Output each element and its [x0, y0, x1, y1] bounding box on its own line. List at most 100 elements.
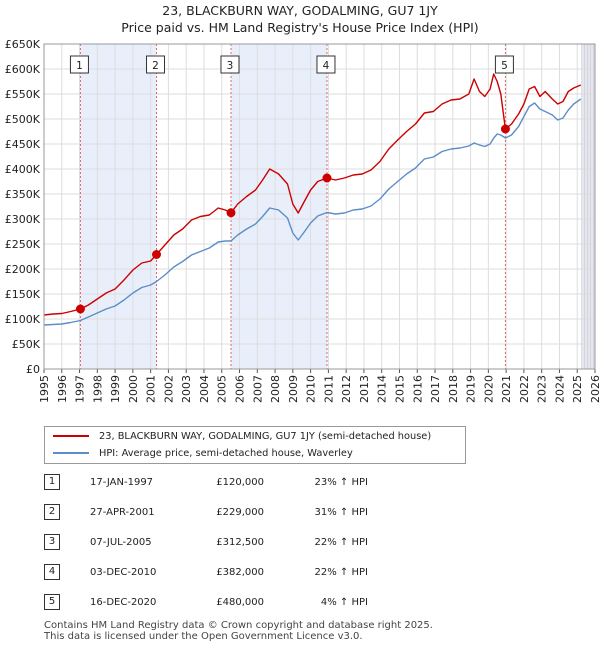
- x-tick-label: 2002: [162, 375, 175, 403]
- x-tick-label: 2012: [340, 375, 353, 403]
- x-tick-label: 1998: [91, 375, 104, 403]
- y-tick-label: £500K: [5, 113, 41, 126]
- table-row: 5 16-DEC-2020 £480,000 4% ↑ HPI: [44, 594, 544, 612]
- x-tick-label: 2008: [269, 375, 282, 403]
- sale-date: 27-APR-2001: [90, 507, 155, 518]
- price-chart: 1 2 3 4 5 £0 £50K £100K £150K £200K £250K £300K £35…: [5, 38, 600, 403]
- sale-badge: 1: [69, 55, 89, 74]
- sale-badge: 3: [220, 55, 240, 74]
- chart-legend: 23, BLACKBURN WAY, GODALMING, GU7 1JY (s…: [44, 426, 466, 464]
- sale-date: 16-DEC-2020: [90, 597, 157, 608]
- legend-item-property: 23, BLACKBURN WAY, GODALMING, GU7 1JY (s…: [53, 429, 431, 445]
- shaded-period: [230, 44, 327, 369]
- sale-price: £480,000: [216, 597, 264, 608]
- x-tick-label: 2017: [429, 375, 442, 403]
- x-tick-label: 2006: [234, 375, 247, 403]
- x-tick-label: 2013: [358, 375, 371, 403]
- y-tick-label: £400K: [5, 163, 41, 176]
- x-tick-label: 2000: [127, 375, 140, 403]
- x-tick-label: 2004: [198, 375, 211, 403]
- x-tick-label: 2020: [482, 375, 495, 403]
- sale-price: £120,000: [216, 477, 264, 488]
- y-tick-label: £650K: [5, 38, 41, 51]
- sale-price: £382,000: [216, 567, 264, 578]
- x-tick-label: 2022: [518, 375, 531, 403]
- sale-number-badge: 2: [44, 504, 60, 520]
- x-tick-label: 2007: [251, 375, 264, 403]
- footer-line-2: This data is licensed under the Open Gov…: [44, 631, 363, 642]
- sale-date: 07-JUL-2005: [90, 537, 152, 548]
- sale-number-badge: 1: [44, 474, 60, 490]
- title-line-2: Price paid vs. HM Land Registry's House …: [121, 20, 479, 35]
- sale-hpi-diff: 22% ↑ HPI: [314, 567, 368, 578]
- sale-badge: 2: [146, 55, 166, 74]
- x-tick-label: 2019: [465, 375, 478, 403]
- table-row: 2 27-APR-2001 £229,000 31% ↑ HPI: [44, 504, 544, 522]
- sale-number-badge: 3: [44, 534, 60, 550]
- x-tick-label: 2016: [411, 375, 424, 403]
- sale-point: [322, 173, 332, 183]
- legend-swatch-property: [53, 435, 89, 437]
- footer-line-1: Contains HM Land Registry data © Crown c…: [44, 620, 433, 631]
- sale-badge-label: 2: [152, 60, 159, 72]
- x-tick-label: 2001: [145, 375, 158, 403]
- y-tick-label: £600K: [5, 63, 41, 76]
- x-tick-label: 1999: [109, 375, 122, 403]
- sale-point: [500, 124, 510, 134]
- sale-point: [226, 208, 236, 218]
- sale-number-badge: 4: [44, 564, 60, 580]
- x-tick-label: 2011: [322, 375, 335, 403]
- y-tick-label: £250K: [5, 238, 41, 251]
- sale-badge-label: 1: [76, 60, 83, 72]
- y-tick-label: £450K: [5, 138, 41, 151]
- y-tick-label: £50K: [12, 338, 41, 351]
- x-tick-label: 2023: [536, 375, 549, 403]
- sale-date: 17-JAN-1997: [90, 477, 154, 488]
- x-tick-label: 2009: [287, 375, 300, 403]
- sale-hpi-diff: 4% ↑ HPI: [320, 597, 368, 608]
- table-row: 1 17-JAN-1997 £120,000 23% ↑ HPI: [44, 474, 544, 492]
- x-tick-label: 2018: [447, 375, 460, 403]
- table-row: 3 07-JUL-2005 £312,500 22% ↑ HPI: [44, 534, 544, 552]
- sale-point: [152, 250, 162, 259]
- footer-attribution: Contains HM Land Registry data © Crown c…: [44, 620, 584, 642]
- x-tick-label: 2014: [376, 375, 389, 403]
- y-tick-label: £300K: [5, 213, 41, 226]
- x-tick-label: 1997: [74, 375, 87, 403]
- sale-hpi-diff: 31% ↑ HPI: [314, 507, 368, 518]
- title-line-1: 23, BLACKBURN WAY, GODALMING, GU7 1JY: [162, 3, 438, 18]
- sale-badge-box: [146, 55, 166, 74]
- y-tick-label: £100K: [5, 313, 41, 326]
- legend-label-property: 23, BLACKBURN WAY, GODALMING, GU7 1JY (s…: [99, 431, 432, 442]
- legend-item-hpi: HPI: Average price, semi-detached house,…: [53, 446, 353, 462]
- x-tick-label: 2003: [180, 375, 193, 403]
- sale-price: £229,000: [216, 507, 264, 518]
- y-tick-label: £550K: [5, 88, 41, 101]
- sale-price: £312,500: [216, 537, 264, 548]
- shaded-period: [80, 44, 157, 369]
- legend-label-hpi: HPI: Average price, semi-detached house,…: [99, 448, 353, 459]
- sale-hpi-diff: 23% ↑ HPI: [314, 477, 368, 488]
- x-tick-label: 2021: [500, 375, 513, 403]
- table-row: 4 03-DEC-2010 £382,000 22% ↑ HPI: [44, 564, 544, 582]
- sale-hpi-diff: 22% ↑ HPI: [314, 537, 368, 548]
- sale-number-badge: 5: [44, 594, 60, 610]
- sale-badge-box: [69, 55, 89, 74]
- sale-badge-box: [494, 55, 514, 74]
- sale-badge-label: 3: [227, 60, 234, 72]
- x-tick-label: 2026: [589, 375, 600, 403]
- y-tick-label: £350K: [5, 188, 41, 201]
- hpi-series-line: [43, 98, 582, 326]
- x-tick-label: 2005: [216, 375, 229, 403]
- sale-badge-box: [316, 55, 336, 74]
- x-tick-label: 1996: [56, 375, 69, 403]
- sale-badge: 5: [494, 55, 514, 74]
- legend-swatch-hpi: [53, 452, 89, 454]
- sale-badge-label: 5: [501, 60, 508, 72]
- y-tick-label: £200K: [5, 263, 41, 276]
- x-tick-label: 2024: [553, 375, 566, 403]
- x-tick-label: 2010: [305, 375, 318, 403]
- property-series-line: [43, 73, 582, 316]
- sale-badge-label: 4: [323, 60, 330, 72]
- y-tick-label: £150K: [5, 288, 41, 301]
